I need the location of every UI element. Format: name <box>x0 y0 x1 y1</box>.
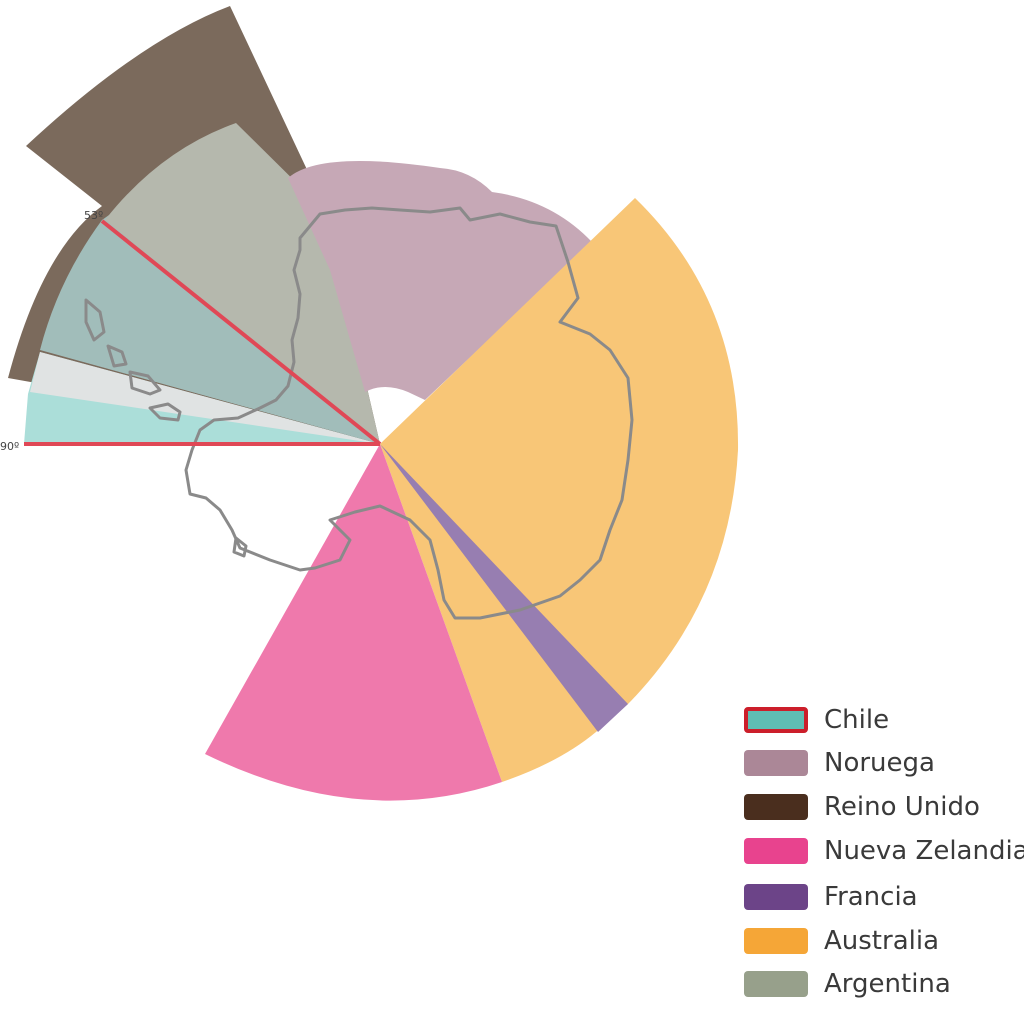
legend-swatch-norway <box>744 750 808 776</box>
legend-label-argentina: Argentina <box>824 969 951 999</box>
legend-item-australia: Australia <box>744 924 939 958</box>
chile-limit-line-53 <box>100 219 382 446</box>
australia-claim-wedge <box>380 198 739 782</box>
legend-item-chile: Chile <box>744 703 889 737</box>
new-zealand-claim-wedge <box>205 444 502 801</box>
legend-swatch-uk <box>744 794 808 820</box>
legend-label-france: Francia <box>824 882 918 912</box>
legend-item-france: Francia <box>744 880 918 914</box>
legend-label-new-zealand: Nueva Zelandia <box>824 836 1024 866</box>
legend-item-norway: Noruega <box>744 746 935 780</box>
legend-swatch-chile <box>744 707 808 733</box>
norway-claim-wedge <box>288 160 592 444</box>
legend-item-uk: Reino Unido <box>744 790 980 824</box>
angle-label-53: 53º <box>84 209 103 222</box>
legend-item-argentina: Argentina <box>744 967 951 1001</box>
angle-label-90: 90º <box>0 440 19 453</box>
antarctica-coastline <box>84 206 634 620</box>
overlap-white-wedge <box>30 352 380 444</box>
france-claim-wedge <box>380 444 628 732</box>
legend-label-australia: Australia <box>824 926 940 956</box>
legend-swatch-australia <box>744 928 808 954</box>
legend-swatch-france <box>744 884 808 910</box>
legend-label-norway: Noruega <box>824 748 935 778</box>
legend-label-uk: Reino Unido <box>824 792 980 822</box>
legend-swatch-new-zealand <box>744 838 808 864</box>
legend-swatch-argentina <box>744 971 808 997</box>
legend-label-chile: Chile <box>824 705 890 735</box>
legend-item-new-zealand: Nueva Zelandia <box>744 834 1024 868</box>
